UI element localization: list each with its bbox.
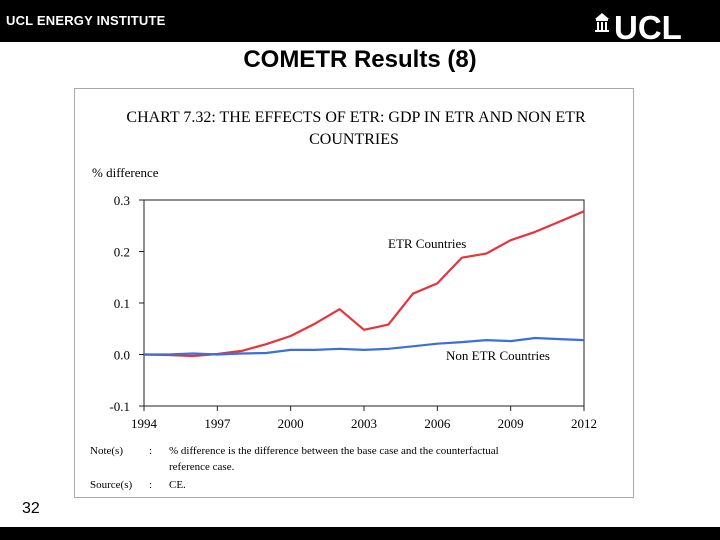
x-tick-label: 2012: [571, 416, 597, 431]
note-text-line-1: % difference is the difference between t…: [169, 445, 499, 457]
portico-icon: [595, 13, 609, 32]
series-line-non-etr-countries: [144, 336, 585, 356]
source-label: Source(s): [90, 479, 132, 491]
slide-number: 32: [22, 500, 40, 517]
slide-title: COMETR Results (8): [243, 46, 477, 73]
chart-frame: CHART 7.32: THE EFFECTS OF ETR: GDP IN E…: [74, 88, 634, 498]
x-tick-label: 1994: [131, 416, 158, 431]
y-tick-label: -0.1: [109, 399, 130, 414]
logo-text: UCL: [614, 10, 682, 40]
x-tick-label: 2000: [278, 416, 304, 431]
note-label: Note(s): [90, 445, 123, 457]
series-label-non-etr: Non ETR Countries: [446, 348, 550, 363]
chart: CHART 7.32: THE EFFECTS OF ETR: GDP IN E…: [74, 88, 634, 498]
x-tick-label: 2003: [351, 416, 377, 431]
x-tick-label: 1997: [204, 416, 231, 431]
source-text: CE.: [169, 479, 186, 491]
chart-title-line-1: CHART 7.32: THE EFFECTS OF ETR: GDP IN E…: [126, 109, 586, 126]
ucl-logo: UCL: [595, 10, 682, 40]
note-text-line-2: reference case.: [169, 461, 235, 473]
source-colon: :: [149, 479, 152, 491]
series-label-etr: ETR Countries: [388, 236, 466, 251]
y-tick-label: 0.0: [114, 348, 130, 363]
y-axis-label: % difference: [92, 165, 159, 180]
chart-border: [74, 88, 634, 498]
note-colon: :: [149, 445, 152, 457]
chart-title-line-2: COUNTRIES: [309, 131, 399, 148]
x-tick-label: 2009: [498, 416, 524, 431]
header-bar: UCL ENERGY INSTITUTE UCL: [0, 0, 720, 42]
y-tick-label: 0.2: [114, 245, 130, 260]
y-tick-label: 0.1: [114, 296, 130, 311]
y-tick-label: 0.3: [114, 193, 130, 208]
institute-name: UCL ENERGY INSTITUTE: [6, 13, 166, 28]
x-tick-label: 2006: [424, 416, 451, 431]
footer-bar: [0, 527, 720, 540]
